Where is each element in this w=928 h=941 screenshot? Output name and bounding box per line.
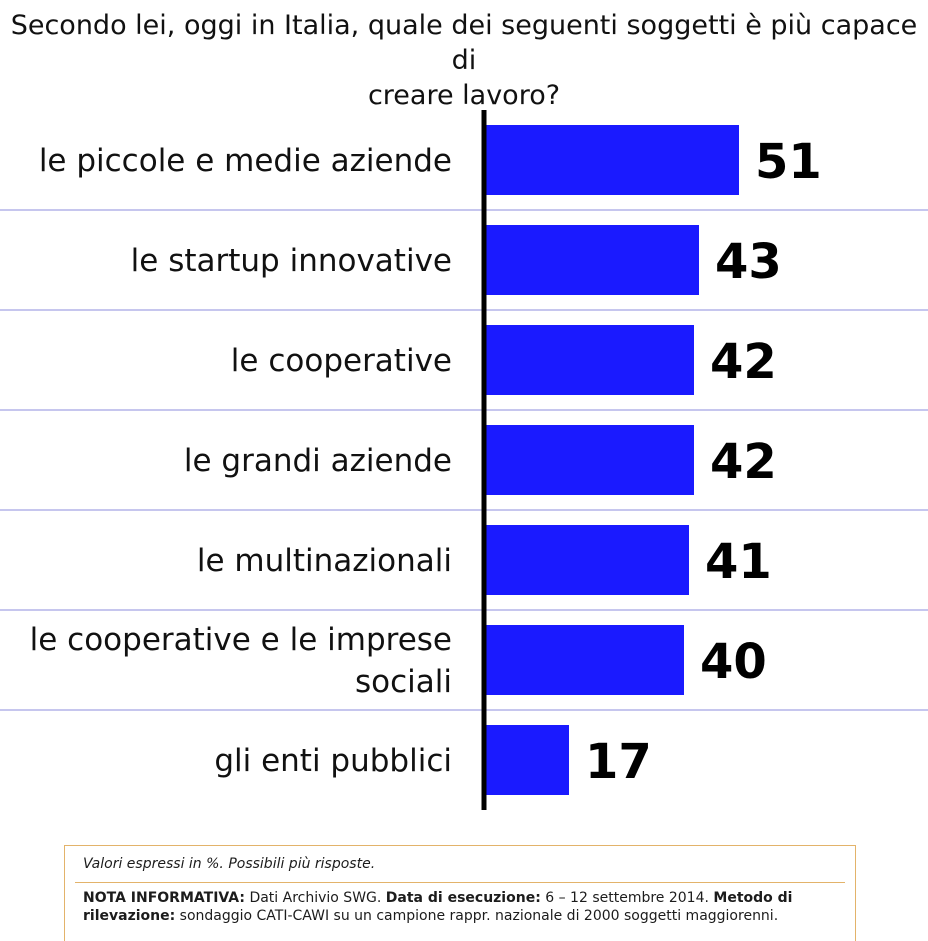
bar [484,125,739,195]
category-label: le grandi aziende [184,443,452,479]
value-label: 43 [715,234,782,290]
category-label: le cooperative [231,343,452,379]
category-label: le piccole e medie aziende [39,143,452,179]
nota-informativa-text: Dati Archivio SWG. [249,890,382,906]
note-box: Valori espressi in %. Possibili più risp… [64,845,856,941]
bar [484,725,569,795]
category-label: le startup innovative [131,243,452,279]
note-values-text: Valori espressi in %. Possibili più risp… [83,856,376,872]
data-esecuzione-label: Data di esecuzione: [385,890,541,906]
chart-title-line-2: creare lavoro? [367,80,561,111]
bar [484,425,694,495]
bar [484,225,699,295]
category-label: le cooperative e le imprese [30,622,452,658]
bar [484,325,694,395]
value-label: 42 [710,334,777,390]
nota-informativa-label: NOTA INFORMATIVA: [83,890,245,906]
bar-chart: le piccole e medie aziende 51 le startup i… [0,110,928,810]
metodo-rilevazione-label: Metodo di rilevazione: [83,890,793,924]
metodo-rilevazione-text: sondaggio CATI-CAWI su un campione rappr… [179,908,779,924]
bar [484,525,689,595]
note-divider [75,882,845,883]
data-esecuzione-text: 6 – 12 settembre 2014. [545,890,709,906]
value-label: 51 [755,134,822,190]
value-label: 17 [585,734,652,790]
bar [484,625,684,695]
chart-title: Secondo lei, oggi in Italia, quale dei s… [0,8,928,113]
category-label: gli enti pubblici [214,743,452,779]
value-label: 42 [710,434,777,490]
value-label: 40 [700,634,767,690]
category-label: sociali [355,664,452,700]
note-informativa: NOTA INFORMATIVA: Dati Archivio SWG. Dat… [65,883,855,925]
value-label: 41 [705,534,772,590]
chart-title-line-1: Secondo lei, oggi in Italia, quale dei s… [10,10,918,76]
category-label: le multinazionali [197,543,452,579]
